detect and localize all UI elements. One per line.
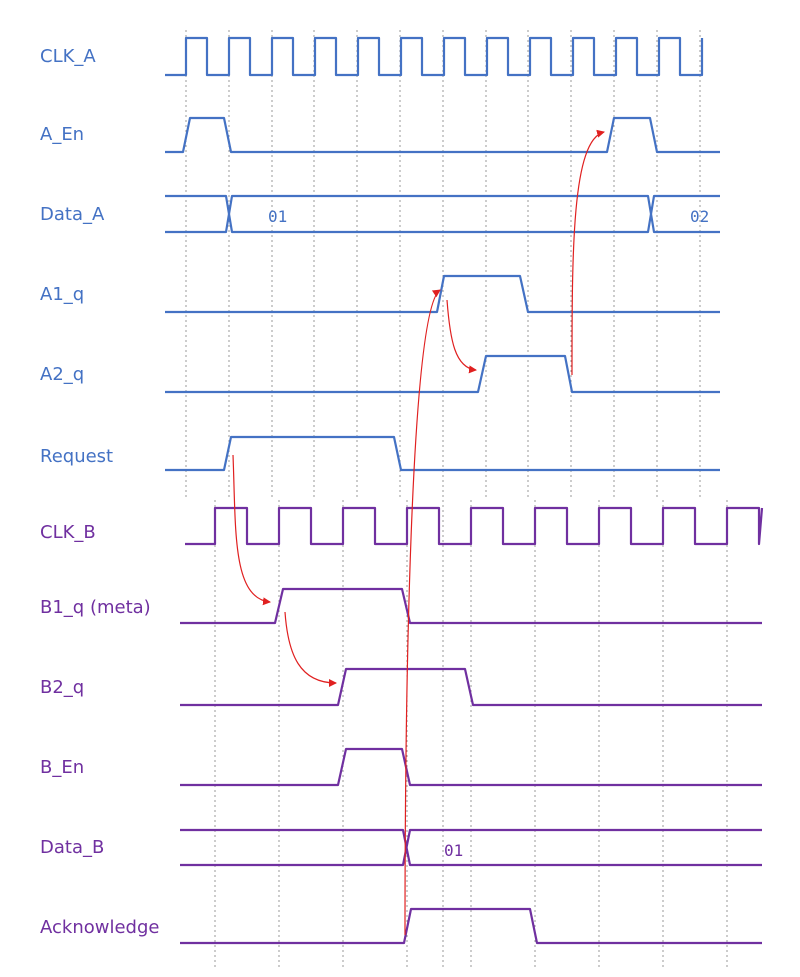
signal-label-clk-a: CLK_A [40,46,96,67]
signal-label-data-a: Data_A [40,204,105,225]
signal-label-b-en: B_En [40,757,84,778]
bus-value-data-a-1: 01 [268,207,287,226]
signal-label-b1-q: B1_q (meta) [40,597,151,618]
arrow-b1-q-to-b2-q [284,611,337,687]
waveform-a-en [165,116,720,154]
signal-label-a2-q: A2_q [40,364,84,385]
bus-value-data-a-2: 02 [690,207,709,226]
handshake-arrows [232,129,605,936]
arrow-request-to-b1-q [232,454,271,606]
waveform-a2-q [165,354,720,394]
waveform-request [165,435,720,472]
signal-label-b2-q: B2_q [40,677,84,698]
waveforms [165,36,764,945]
signal-label-a-en: A_En [40,124,84,145]
signal-labels: CLK_A A_En Data_A A1_q A2_q Request CLK_… [40,46,709,938]
signal-label-request: Request [40,446,113,467]
waveform-data-b-bot [180,828,762,867]
waveform-clk-a [165,36,704,77]
signal-label-acknowledge: Acknowledge [40,917,159,938]
arrow-ack-to-a1-q [404,289,441,936]
waveform-data-a-top [165,194,720,234]
waveform-clk-b [185,506,764,546]
waveform-a1-q [165,274,720,314]
waveform-b2-q [180,667,762,707]
bus-value-data-b-1: 01 [444,841,463,860]
arrow-a2-q-to-a-en [571,129,605,376]
grid-lines [185,30,728,970]
waveform-acknowledge [180,907,762,945]
waveform-b-en [180,747,762,787]
arrow-a1-q-to-a2-q [446,299,477,374]
waveform-data-a-bot [165,194,720,234]
signal-label-data-b: Data_B [40,837,104,858]
signal-label-clk-b: CLK_B [40,522,96,543]
signal-label-a1-q: A1_q [40,284,84,305]
waveform-b1-q [180,587,762,625]
